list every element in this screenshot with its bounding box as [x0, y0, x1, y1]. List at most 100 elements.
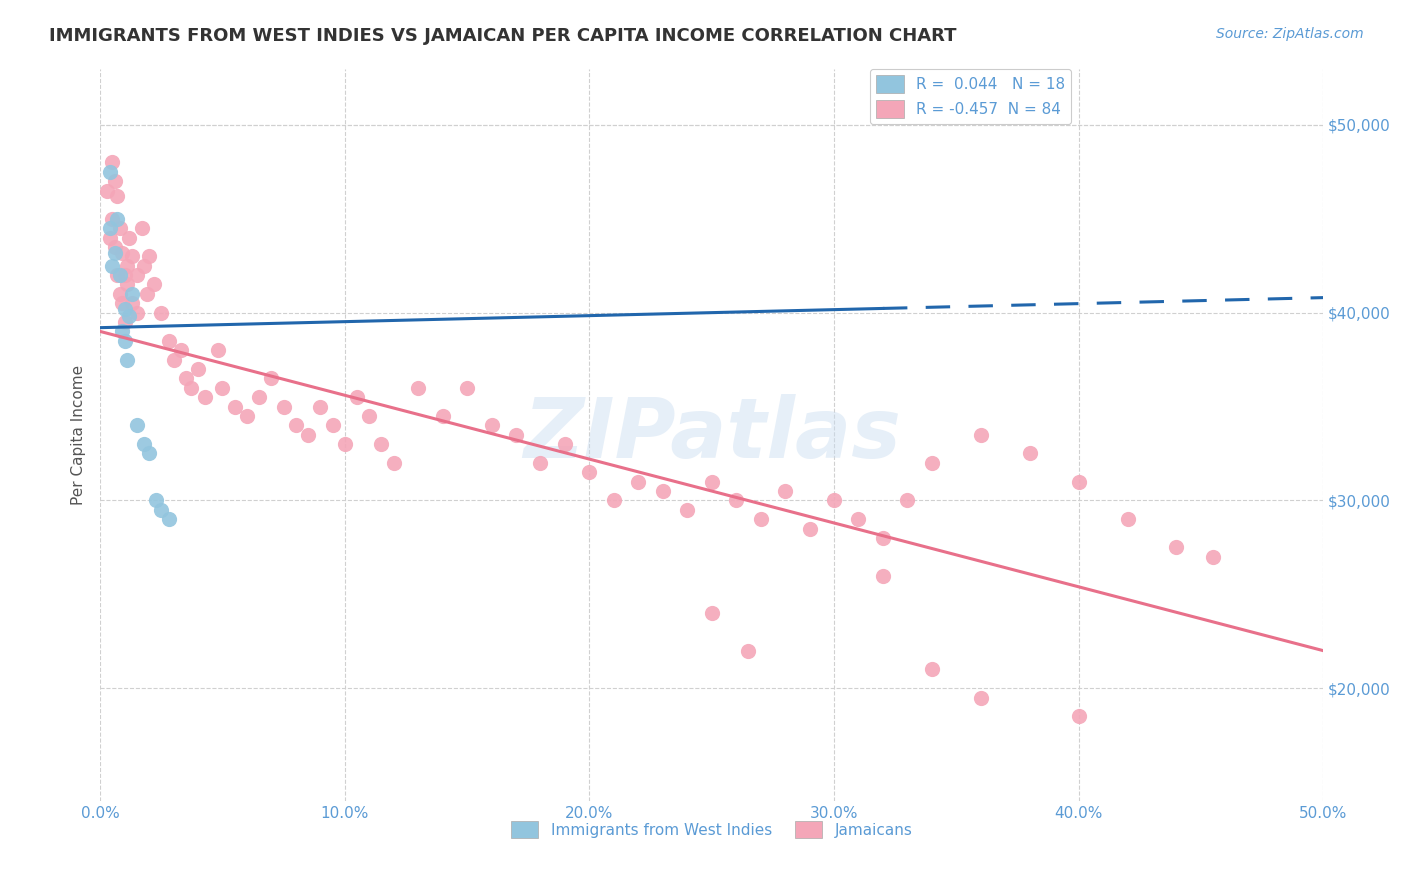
Point: [125, 418, 148, 433]
Point: [359, 409, 381, 423]
Point: [150, 305, 173, 319]
Point: [114, 301, 136, 316]
Point: [111, 296, 134, 310]
Point: [676, 503, 699, 517]
Point: [121, 296, 143, 310]
Point: [145, 493, 167, 508]
Point: [700, 475, 723, 489]
Point: [138, 446, 160, 460]
Point: [481, 418, 503, 433]
Point: [101, 155, 124, 169]
Point: [194, 390, 217, 404]
Text: IMMIGRANTS FROM WEST INDIES VS JAMAICAN PER CAPITA INCOME CORRELATION CHART: IMMIGRANTS FROM WEST INDIES VS JAMAICAN …: [49, 27, 956, 45]
Point: [114, 315, 136, 329]
Point: [1166, 541, 1188, 555]
Point: [170, 343, 193, 358]
Point: [554, 437, 576, 451]
Point: [96, 184, 118, 198]
Point: [297, 427, 319, 442]
Point: [157, 334, 180, 348]
Point: [432, 409, 454, 423]
Point: [529, 456, 551, 470]
Point: [104, 174, 127, 188]
Point: [108, 286, 131, 301]
Text: Source: ZipAtlas.com: Source: ZipAtlas.com: [1216, 27, 1364, 41]
Point: [150, 503, 173, 517]
Point: [105, 211, 128, 226]
Point: [333, 437, 356, 451]
Point: [157, 512, 180, 526]
Point: [273, 400, 295, 414]
Point: [135, 286, 157, 301]
Point: [101, 259, 124, 273]
Point: [382, 456, 405, 470]
Point: [114, 334, 136, 348]
Point: [104, 245, 127, 260]
Point: [1116, 512, 1139, 526]
Point: [101, 211, 124, 226]
Point: [108, 221, 131, 235]
Point: [970, 427, 993, 442]
Point: [1202, 549, 1225, 564]
Point: [108, 268, 131, 282]
Point: [284, 418, 307, 433]
Point: [115, 277, 138, 292]
Point: [121, 249, 143, 263]
Point: [211, 381, 233, 395]
Y-axis label: Per Capita Income: Per Capita Income: [72, 365, 86, 505]
Point: [872, 531, 894, 545]
Point: [131, 221, 153, 235]
Point: [370, 437, 392, 451]
Point: [98, 230, 121, 244]
Point: [823, 493, 845, 508]
Point: [1067, 475, 1090, 489]
Point: [309, 400, 332, 414]
Point: [105, 189, 128, 203]
Point: [162, 352, 184, 367]
Point: [104, 240, 127, 254]
Point: [406, 381, 429, 395]
Point: [260, 371, 283, 385]
Point: [799, 522, 821, 536]
Point: [125, 305, 148, 319]
Point: [98, 221, 121, 235]
Point: [700, 606, 723, 620]
Point: [456, 381, 478, 395]
Point: [180, 381, 202, 395]
Point: [773, 483, 796, 498]
Point: [627, 475, 650, 489]
Point: [346, 390, 368, 404]
Point: [651, 483, 673, 498]
Point: [174, 371, 197, 385]
Point: [118, 310, 141, 324]
Point: [125, 268, 148, 282]
Point: [115, 259, 138, 273]
Point: [921, 662, 943, 676]
Text: ZIPatlas: ZIPatlas: [523, 394, 901, 475]
Point: [115, 352, 138, 367]
Point: [322, 418, 344, 433]
Legend: Immigrants from West Indies, Jamaicans: Immigrants from West Indies, Jamaicans: [505, 814, 918, 845]
Point: [105, 268, 128, 282]
Point: [121, 286, 143, 301]
Point: [603, 493, 626, 508]
Point: [134, 259, 156, 273]
Point: [138, 249, 160, 263]
Point: [134, 437, 156, 451]
Point: [98, 165, 121, 179]
Point: [505, 427, 527, 442]
Point: [114, 268, 136, 282]
Point: [896, 493, 918, 508]
Point: [921, 456, 943, 470]
Point: [111, 245, 134, 260]
Point: [725, 493, 748, 508]
Point: [224, 400, 246, 414]
Point: [749, 512, 772, 526]
Point: [737, 643, 759, 657]
Point: [118, 230, 141, 244]
Point: [1018, 446, 1040, 460]
Point: [970, 690, 993, 705]
Point: [111, 325, 134, 339]
Point: [872, 568, 894, 582]
Point: [207, 343, 229, 358]
